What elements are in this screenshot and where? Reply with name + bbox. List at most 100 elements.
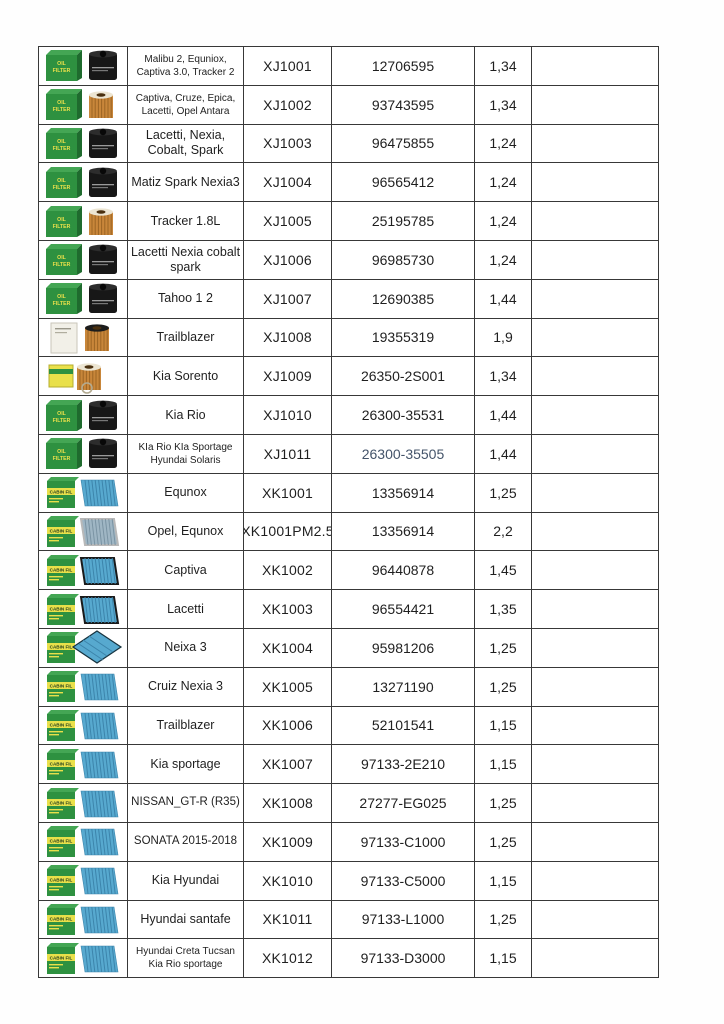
vehicle-cell: Malibu 2, Equniox, Captiva 3.0, Tracker … (128, 47, 244, 86)
price-cell: 1,45 (475, 551, 532, 591)
product-image-cell: OIL FILTER (39, 163, 128, 203)
parts-table: OIL FILTER Malibu 2, Equniox, Captiva 3.0,… (38, 46, 659, 979)
product-image-cell: CABIN FIL (39, 939, 128, 979)
part-number-cell: XK1004 (244, 628, 332, 668)
cabin-filter-photo: CABIN FIL (43, 902, 123, 937)
part-number-cell: XK1002 (244, 551, 332, 591)
svg-text:CABIN FIL: CABIN FIL (50, 567, 73, 572)
vehicle-cell: Matiz Spark Nexia3 (128, 163, 244, 203)
oil-filter-photo: OIL FILTER (43, 281, 123, 316)
product-image-cell: CABIN FIL (39, 590, 128, 629)
oem-number-cell: 27277-EG025 (332, 784, 475, 823)
product-image-cell (39, 357, 128, 397)
oem-number-cell: 96565412 (332, 163, 475, 203)
part-number-cell: XJ1005 (244, 202, 332, 241)
svg-text:CABIN FIL: CABIN FIL (50, 878, 73, 883)
svg-text:FILTER: FILTER (53, 107, 71, 113)
notes-cell (532, 551, 659, 591)
oem-number-cell: 12690385 (332, 279, 475, 319)
svg-text:FILTER: FILTER (53, 185, 71, 191)
svg-text:OIL: OIL (57, 178, 66, 184)
vehicle-cell: Tracker 1.8L (128, 202, 244, 241)
oem-number-cell: 25195785 (332, 202, 475, 241)
oem-number-cell: 12706595 (332, 47, 475, 86)
cabin-filter-photo: CABIN FIL (43, 863, 123, 898)
oil-filter-photo: OIL FILTER (43, 398, 123, 433)
svg-text:OIL: OIL (57, 411, 66, 417)
cabin-filter-photo: CABIN FIL (43, 592, 123, 627)
svg-text:FILTER: FILTER (53, 262, 71, 268)
product-image-cell: CABIN FIL (39, 745, 128, 785)
product-image-cell: CABIN FIL (39, 822, 128, 862)
price-cell: 1,25 (475, 667, 532, 707)
oem-number-cell: 97133-C5000 (332, 861, 475, 901)
vehicle-cell: SONATA 2015-2018 (128, 822, 244, 862)
price-cell: 1,35 (475, 590, 532, 629)
product-image-cell: CABIN FIL (39, 512, 128, 552)
cabin-filter-photo: CABIN FIL (43, 941, 123, 976)
price-cell: 1,25 (475, 822, 532, 862)
oil-filter-photo: OIL FILTER (43, 204, 123, 239)
oem-number-cell: 13271190 (332, 667, 475, 707)
oem-number-cell: 96985730 (332, 240, 475, 280)
vehicle-cell: Trailblazer (128, 318, 244, 358)
cabin-filter-photo: CABIN FIL (43, 514, 123, 549)
oem-number-cell: 13356914 (332, 473, 475, 513)
price-cell: 1,15 (475, 706, 532, 746)
notes-cell (532, 434, 659, 474)
oil-filter-photo: OIL FILTER (43, 436, 123, 471)
cabin-filter-photo: CABIN FIL (43, 708, 123, 743)
svg-text:FILTER: FILTER (53, 146, 71, 152)
oem-number-cell: 52101541 (332, 706, 475, 746)
price-cell: 1,34 (475, 357, 532, 397)
notes-cell (532, 318, 659, 358)
svg-text:CABIN FIL: CABIN FIL (50, 916, 73, 921)
oem-number-cell: 26300-35505 (332, 434, 475, 474)
product-image-cell: CABIN FIL (39, 900, 128, 940)
vehicle-cell: Neixa 3 (128, 628, 244, 668)
product-image-cell: CABIN FIL (39, 861, 128, 901)
svg-text:FILTER: FILTER (53, 68, 71, 74)
notes-cell (532, 784, 659, 823)
part-number-cell: XK1010 (244, 861, 332, 901)
notes-cell (532, 357, 659, 397)
product-image-cell: OIL FILTER (39, 47, 128, 86)
oem-number-cell: 13356914 (332, 512, 475, 552)
oem-number-cell: 95981206 (332, 628, 475, 668)
part-number-cell: XK1007 (244, 745, 332, 785)
oem-number-cell: 96554421 (332, 590, 475, 629)
notes-cell (532, 163, 659, 203)
svg-text:OIL: OIL (57, 217, 66, 223)
vehicle-cell: Lacetti (128, 590, 244, 629)
notes-cell (532, 822, 659, 862)
price-cell: 1,15 (475, 939, 532, 979)
cabin-filter-photo: CABIN FIL (43, 475, 123, 510)
product-image-cell: CABIN FIL (39, 706, 128, 746)
part-number-cell: XK1012 (244, 939, 332, 979)
notes-cell (532, 124, 659, 164)
price-cell: 1,25 (475, 900, 532, 940)
svg-text:CABIN FIL: CABIN FIL (50, 800, 73, 805)
oil-filter-photo: OIL FILTER (43, 48, 123, 83)
svg-text:CABIN FIL: CABIN FIL (50, 761, 73, 766)
svg-text:CABIN FIL: CABIN FIL (50, 490, 73, 495)
product-image-cell: OIL FILTER (39, 202, 128, 241)
product-image-cell: CABIN FIL (39, 667, 128, 707)
svg-text:OIL: OIL (57, 100, 66, 106)
part-number-cell: XK1005 (244, 667, 332, 707)
svg-text:CABIN FIL: CABIN FIL (50, 606, 73, 611)
price-cell: 1,24 (475, 163, 532, 203)
svg-text:OIL: OIL (57, 61, 66, 67)
vehicle-cell: Kia Rio (128, 396, 244, 435)
vehicle-cell: Lacetti, Nexia, Cobalt, Spark (128, 124, 244, 164)
vehicle-cell: Opel, Equnox (128, 512, 244, 552)
oem-number-cell: 19355319 (332, 318, 475, 358)
part-number-cell: XJ1001 (244, 47, 332, 86)
svg-text:OIL: OIL (57, 449, 66, 455)
price-cell: 1,24 (475, 240, 532, 280)
price-cell: 1,34 (475, 47, 532, 86)
part-number-cell: XK1011 (244, 900, 332, 940)
price-cell: 2,2 (475, 512, 532, 552)
vehicle-cell: Captiva, Cruze, Epica, Lacetti, Opel Ant… (128, 85, 244, 125)
notes-cell (532, 202, 659, 241)
